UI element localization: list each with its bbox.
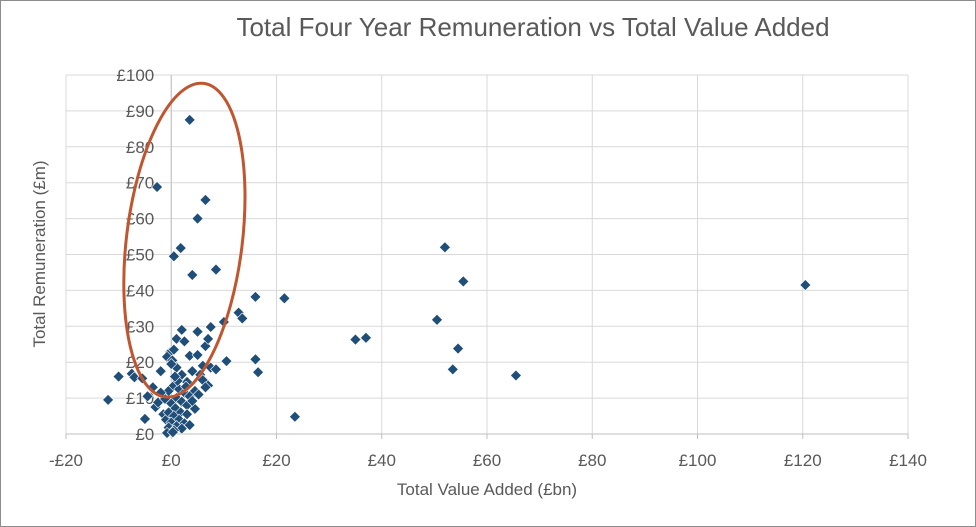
data-point bbox=[167, 343, 180, 356]
highlight-ellipse bbox=[122, 81, 247, 399]
y-tick-label: £100 bbox=[116, 66, 154, 85]
data-point bbox=[199, 381, 212, 394]
gridlines bbox=[65, 74, 909, 434]
x-tick-label: £100 bbox=[679, 451, 717, 470]
data-point bbox=[191, 325, 204, 338]
x-tick-labels: -£20 £0 £20 £40 £60 £80 £100 £120 £140 bbox=[49, 451, 927, 470]
data-point bbox=[174, 242, 187, 254]
data-point bbox=[128, 371, 141, 384]
y-tick-label: £70 bbox=[126, 174, 154, 193]
x-tick-label: £60 bbox=[473, 451, 501, 470]
data-point bbox=[510, 369, 522, 382]
data-point bbox=[112, 370, 125, 383]
x-tick-label: £80 bbox=[578, 451, 606, 470]
data-point bbox=[431, 313, 443, 326]
data-point bbox=[186, 395, 199, 407]
y-tick-label: £40 bbox=[126, 281, 154, 300]
data-point bbox=[167, 250, 180, 263]
data-point bbox=[181, 408, 193, 421]
data-point bbox=[236, 312, 249, 325]
data-points bbox=[102, 113, 812, 439]
y-tick-label: £30 bbox=[126, 317, 154, 336]
data-point bbox=[457, 275, 470, 288]
data-point bbox=[210, 363, 222, 376]
data-point bbox=[183, 419, 196, 431]
data-point bbox=[162, 406, 175, 419]
data-point bbox=[191, 349, 204, 361]
data-point bbox=[278, 292, 291, 305]
data-point bbox=[178, 335, 191, 348]
data-point bbox=[175, 323, 188, 336]
y-tick-label: £90 bbox=[126, 102, 154, 121]
data-point bbox=[202, 332, 215, 345]
data-point bbox=[191, 212, 204, 225]
x-tick-label: £40 bbox=[368, 451, 396, 470]
data-point bbox=[249, 290, 262, 303]
chart-title: Total Four Year Remuneration vs Total Va… bbox=[236, 12, 830, 42]
y-tick-label: £20 bbox=[126, 353, 154, 372]
data-point bbox=[139, 412, 151, 425]
data-point bbox=[166, 426, 179, 439]
data-point bbox=[192, 388, 205, 401]
y-axis-label: Total Remuneration (£m) bbox=[30, 160, 49, 348]
data-point bbox=[186, 269, 199, 281]
data-point bbox=[141, 390, 154, 403]
y-tick-label: £80 bbox=[126, 138, 154, 157]
data-point bbox=[199, 194, 212, 206]
data-point bbox=[210, 263, 222, 276]
data-point bbox=[446, 363, 459, 376]
data-point bbox=[438, 241, 451, 254]
x-tick-label: £20 bbox=[262, 451, 290, 470]
annotation bbox=[122, 81, 247, 399]
data-point bbox=[165, 358, 178, 370]
x-tick-label: -£20 bbox=[49, 451, 83, 470]
y-tick-label: £60 bbox=[126, 210, 154, 229]
data-point bbox=[220, 355, 233, 368]
data-point bbox=[288, 410, 301, 423]
data-point bbox=[452, 342, 464, 355]
x-tick-label: £120 bbox=[784, 451, 822, 470]
y-tick-label: £50 bbox=[126, 246, 154, 265]
data-point bbox=[175, 422, 188, 435]
data-point bbox=[102, 393, 115, 406]
data-point bbox=[183, 113, 196, 126]
data-point bbox=[154, 365, 167, 378]
data-point bbox=[349, 333, 362, 346]
data-point bbox=[360, 331, 372, 344]
x-axis-label: Total Value Added (£bn) bbox=[396, 480, 578, 499]
data-point bbox=[151, 181, 163, 193]
data-point bbox=[249, 353, 262, 366]
data-point bbox=[189, 402, 201, 415]
x-tick-label: £0 bbox=[162, 451, 181, 470]
data-point bbox=[799, 279, 812, 291]
y-tick-label: £0 bbox=[135, 425, 154, 444]
data-point bbox=[169, 370, 181, 383]
data-point bbox=[186, 365, 199, 378]
x-tick-label: £140 bbox=[889, 451, 927, 470]
data-point bbox=[252, 366, 265, 379]
data-point bbox=[204, 321, 217, 333]
